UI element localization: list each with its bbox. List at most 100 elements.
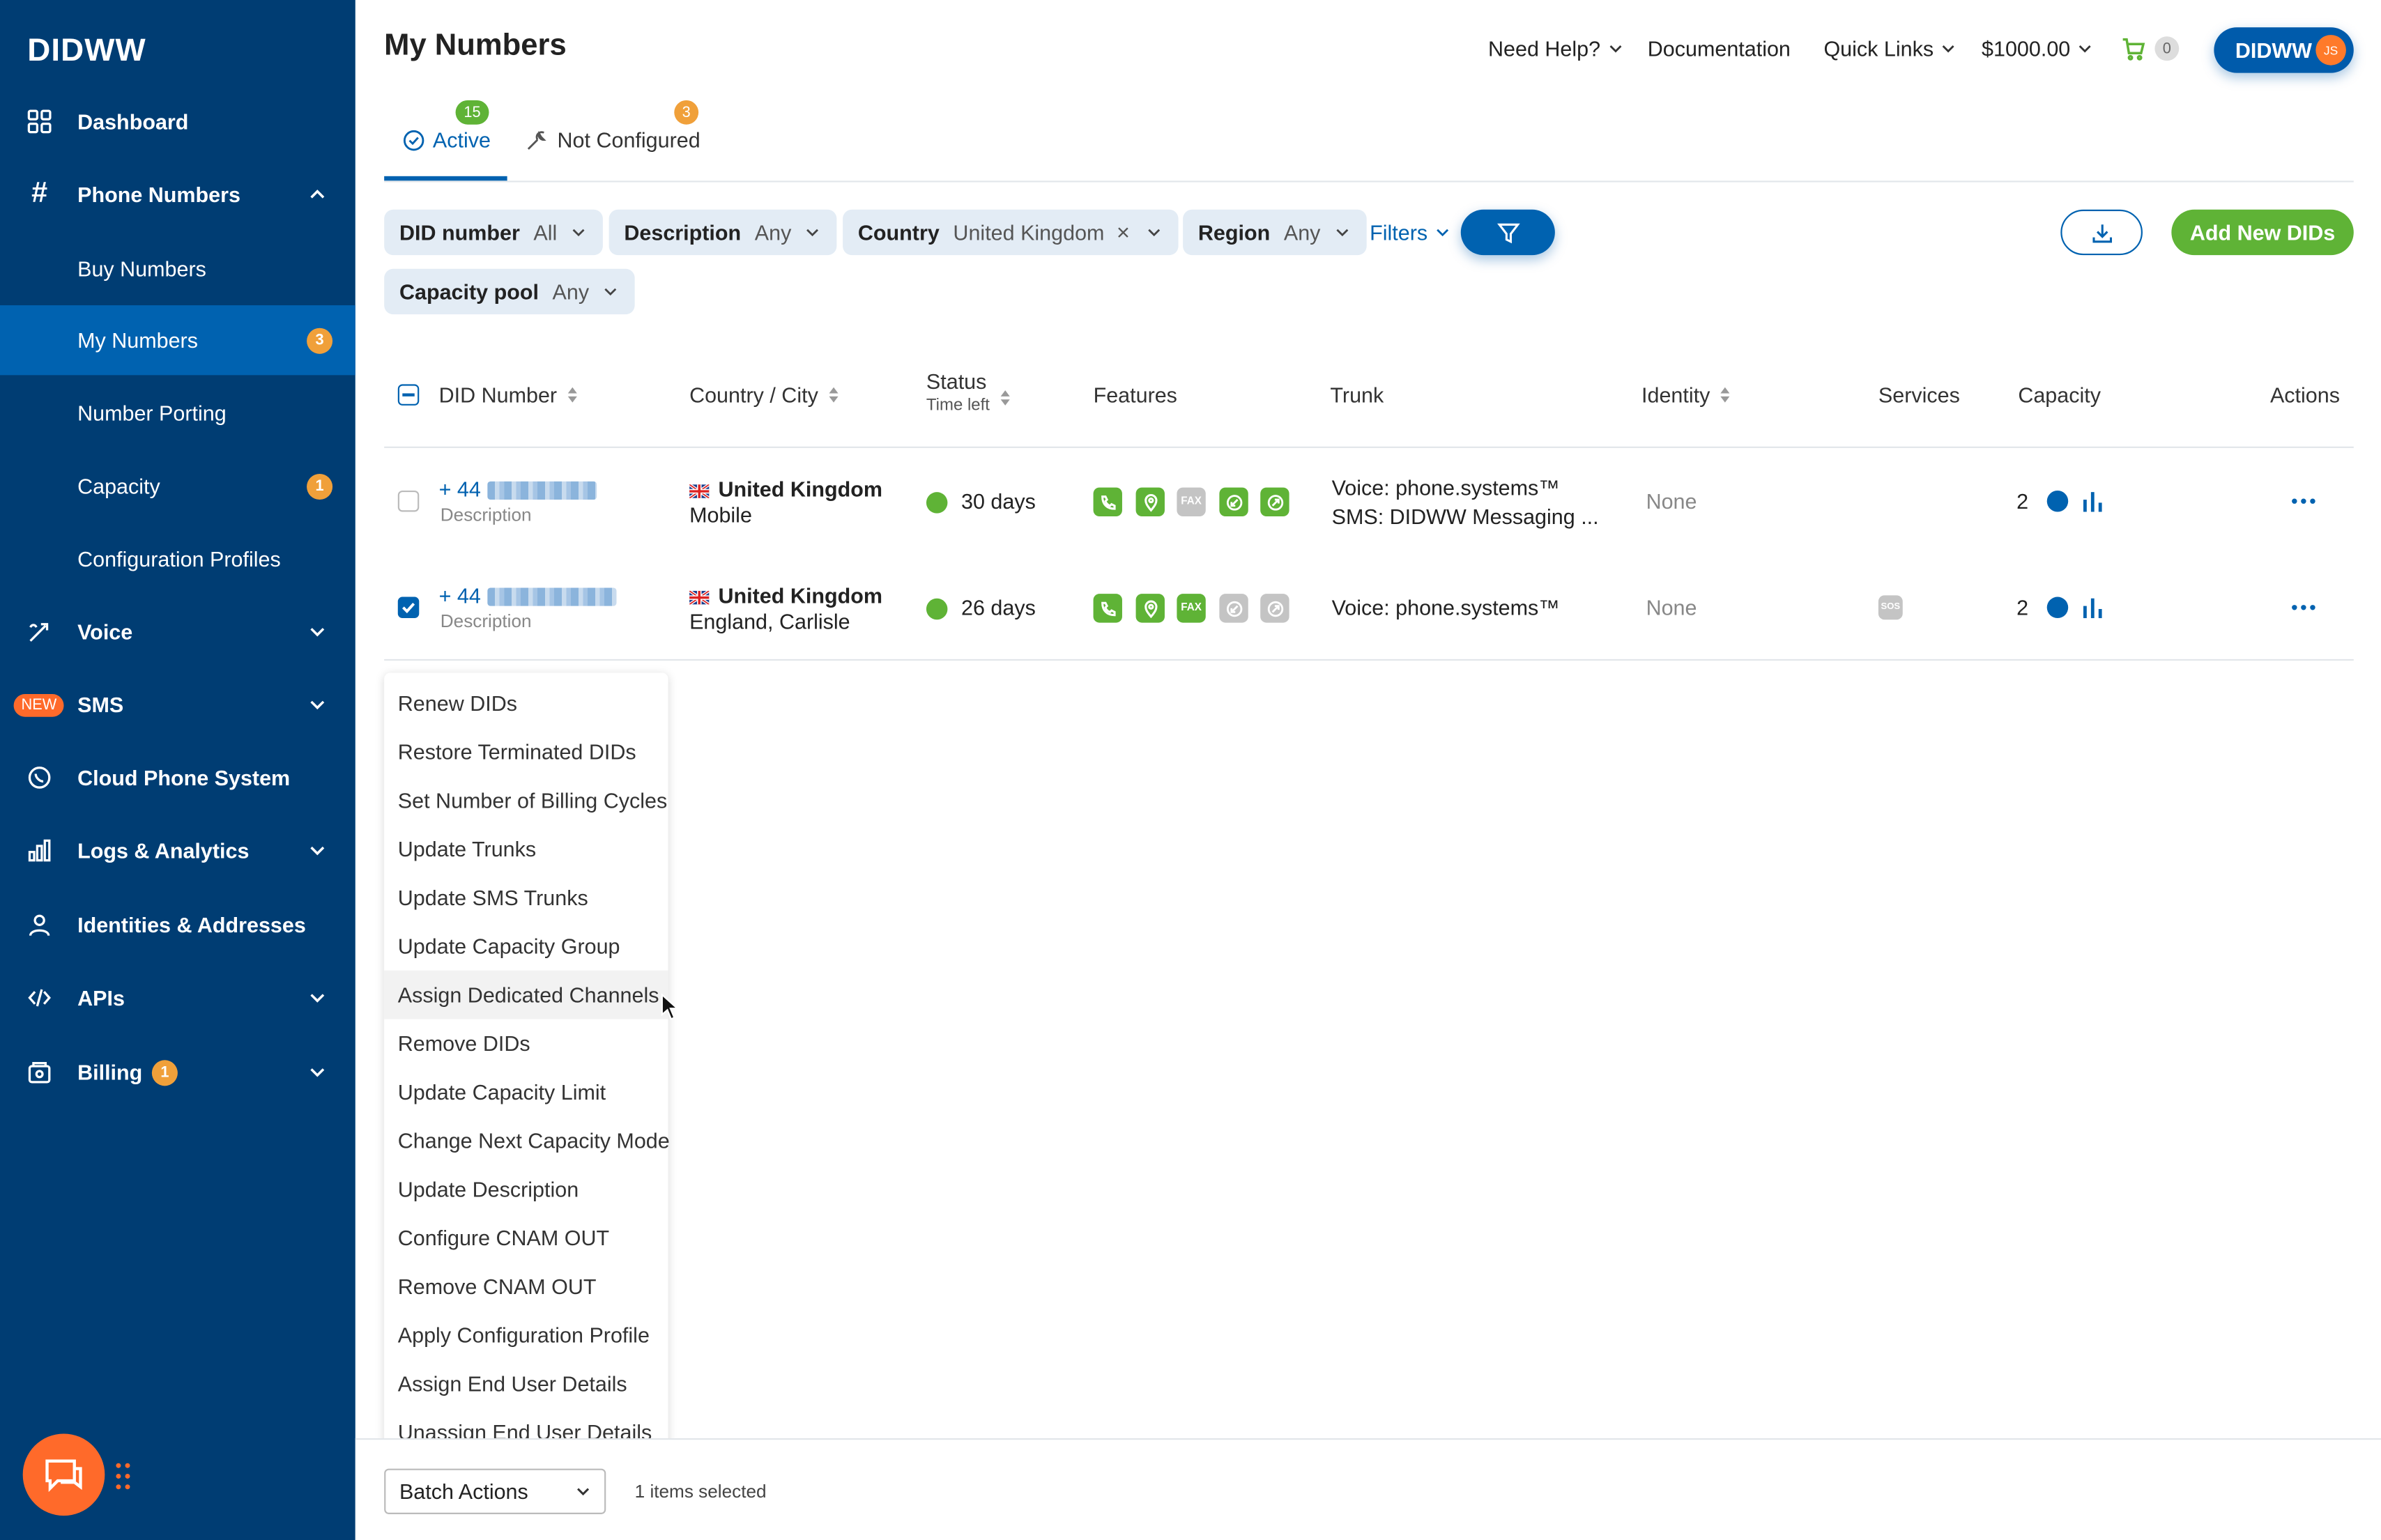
menu-item-update-trunks[interactable]: Update Trunks (397, 836, 537, 861)
batch-actions-select[interactable]: Batch Actions (384, 1468, 606, 1514)
sidebar-item-my-numbers[interactable]: My Numbers 3 (0, 305, 355, 376)
fax-feature-icon: FAX (1177, 594, 1206, 623)
filter-capacity-pool[interactable]: Capacity pool Any (384, 268, 635, 315)
need-help-menu[interactable]: Need Help? (1488, 36, 1625, 61)
menu-item-renew-dids[interactable]: Renew DIDs (397, 691, 518, 716)
documentation-link[interactable]: Documentation (1648, 36, 1791, 61)
filter-region[interactable]: Region Any (1183, 209, 1366, 256)
batch-actions-label: Batch Actions (399, 1479, 528, 1504)
filter-description[interactable]: Description Any (608, 209, 837, 256)
sos-service-icon: SOS (1878, 595, 1903, 620)
row-capacity-count: 2 (2016, 595, 2029, 620)
nav-billing-label: Billing (77, 1060, 143, 1085)
menu-item-update-capacity-group[interactable]: Update Capacity Group (397, 934, 620, 959)
time-left: 30 days (961, 488, 1036, 514)
nav-voice[interactable]: Voice (0, 599, 355, 665)
col-did-number[interactable]: DID Number (439, 383, 579, 407)
col-label: Actions (2269, 383, 2341, 408)
quick-links-label: Quick Links (1823, 36, 1934, 61)
more-actions-icon[interactable] (2290, 497, 2317, 506)
row-status: 26 days (926, 595, 1036, 620)
nav-logs-analytics[interactable]: Logs & Analytics (0, 817, 355, 884)
tab-not-configured[interactable]: Not Configured (526, 125, 700, 155)
cart-button[interactable]: 0 (2121, 36, 2180, 61)
menu-item-set-billing-cycles[interactable]: Set Number of Billing Cycles (397, 788, 668, 813)
balance-menu[interactable]: $1000.00 (1982, 36, 2095, 61)
chevron-down-icon (1609, 45, 1622, 53)
filter-value: Any (552, 279, 590, 304)
nav-phone-numbers[interactable]: # Phone Numbers (0, 161, 355, 228)
menu-item-apply-configuration-profile[interactable]: Apply Configuration Profile (397, 1323, 650, 1348)
nav-identities-addresses[interactable]: Identities & Addresses (0, 891, 355, 958)
divider (384, 659, 2354, 661)
sort-icon (829, 387, 839, 403)
row-checkbox[interactable] (397, 596, 420, 619)
nav-sms[interactable]: NEW SMS (0, 671, 355, 738)
fax-feature-icon: FAX (1177, 487, 1206, 517)
sidebar-item-configuration-profiles[interactable]: Configuration Profiles (0, 524, 355, 594)
divider (384, 180, 2354, 183)
row-capacity-count: 2 (2016, 488, 2029, 514)
capacity-status-dot (2046, 490, 2069, 512)
chevron-down-icon (310, 846, 325, 856)
filter-country[interactable]: Country United Kingdom × (843, 209, 1179, 256)
sidebar-item-capacity[interactable]: Capacity 1 (0, 451, 355, 521)
menu-item-remove-cnam-out[interactable]: Remove CNAM OUT (397, 1274, 597, 1299)
menu-item-assign-dedicated-channels[interactable]: Assign Dedicated Channels (384, 970, 668, 1019)
uk-flag-icon (689, 484, 710, 498)
user-name: DIDWW (2235, 38, 2312, 63)
nav-billing[interactable]: Billing 1 (0, 1039, 355, 1106)
bar-chart-icon (26, 837, 53, 864)
row-country: United Kingdom (689, 477, 882, 501)
sidebar-item-buy-numbers[interactable]: Buy Numbers (0, 234, 355, 304)
menu-item-assign-end-user-details[interactable]: Assign End User Details (397, 1371, 627, 1396)
menu-item-update-sms-trunks[interactable]: Update SMS Trunks (397, 885, 588, 910)
apply-filter-button[interactable] (1460, 209, 1555, 256)
sidebar-item-label: Number Porting (77, 401, 227, 426)
menu-item-change-next-capacity-mode[interactable]: Change Next Capacity Mode (397, 1128, 670, 1153)
drag-handle-icon[interactable] (114, 1461, 132, 1492)
menu-item-restore-terminated-dids[interactable]: Restore Terminated DIDs (397, 739, 636, 764)
nav-apis[interactable]: APIs (0, 964, 355, 1031)
logo[interactable]: DIDWW (27, 33, 146, 69)
user-menu-button[interactable]: DIDWW JS (2214, 27, 2354, 73)
documentation-label: Documentation (1647, 36, 1791, 61)
menu-item-configure-cnam-out[interactable]: Configure CNAM OUT (397, 1225, 610, 1250)
row-description[interactable]: Description (440, 610, 532, 632)
col-country-city[interactable]: Country / City (689, 383, 839, 407)
need-help-label: Need Help? (1487, 36, 1601, 61)
menu-item-update-description[interactable]: Update Description (397, 1177, 579, 1201)
filters-dropdown[interactable]: Filters (1370, 220, 1452, 245)
sidebar-item-number-porting[interactable]: Number Porting (0, 378, 355, 448)
download-button[interactable] (2060, 209, 2143, 256)
did-number-link[interactable]: + 44 (439, 477, 597, 501)
filter-did-number[interactable]: DID number All (384, 209, 603, 256)
stats-icon[interactable] (2082, 489, 2104, 514)
nav-dashboard[interactable]: Dashboard (0, 88, 355, 155)
filter-label: Description (624, 220, 742, 245)
stats-icon[interactable] (2082, 595, 2104, 619)
col-status[interactable]: Status Time left (926, 369, 1011, 415)
sort-icon (567, 387, 577, 403)
add-new-dids-button[interactable]: Add New DIDs (2171, 209, 2354, 256)
clear-icon[interactable]: × (1116, 219, 1130, 245)
status-dot (926, 492, 948, 514)
filter-value: All (533, 220, 558, 245)
menu-item-update-capacity-limit[interactable]: Update Capacity Limit (397, 1079, 606, 1104)
chat-button[interactable] (22, 1433, 105, 1516)
sms-in-feature-icon (1219, 487, 1248, 517)
row-checkbox[interactable] (397, 490, 420, 512)
menu-item-remove-dids[interactable]: Remove DIDs (397, 1031, 530, 1056)
col-identity[interactable]: Identity (1641, 383, 1731, 407)
nav-dashboard-label: Dashboard (77, 109, 189, 134)
nav-sms-label: SMS (77, 692, 124, 717)
nav-cloud-phone-system[interactable]: Cloud Phone System (0, 744, 355, 811)
more-actions-icon[interactable] (2290, 603, 2317, 612)
quick-links-menu[interactable]: Quick Links (1823, 36, 1957, 61)
tab-active[interactable]: Active (402, 125, 491, 155)
row-description[interactable]: Description (440, 504, 532, 526)
sort-icon (1000, 390, 1010, 406)
select-all-checkbox[interactable] (397, 384, 420, 406)
did-number-link[interactable]: + 44 (439, 583, 616, 608)
